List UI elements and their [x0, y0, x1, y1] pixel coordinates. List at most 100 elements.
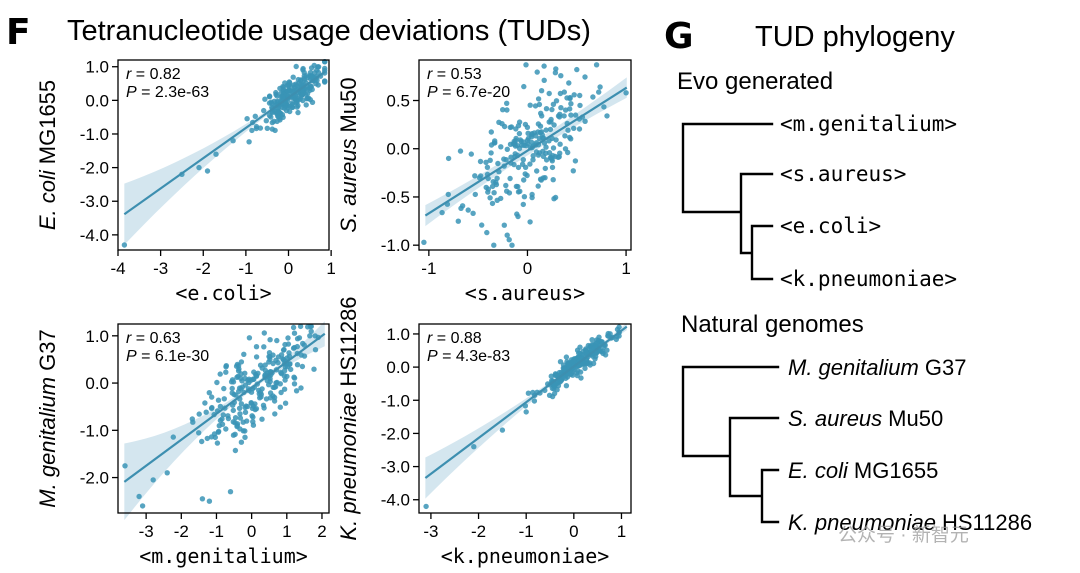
data-point	[282, 377, 288, 383]
data-point	[261, 405, 267, 411]
data-point	[261, 344, 267, 350]
stat-r-value: = 0.53	[432, 66, 481, 83]
data-point	[477, 158, 484, 165]
data-point	[492, 138, 498, 144]
data-point	[522, 171, 528, 177]
data-point	[267, 378, 273, 385]
data-point	[236, 405, 243, 411]
data-point	[548, 116, 554, 123]
data-point	[592, 341, 599, 347]
data-point	[577, 102, 583, 109]
y-axis-strain: MG1655	[35, 80, 60, 164]
data-point	[549, 164, 556, 171]
x-tick-label: -1	[209, 522, 224, 541]
data-point	[217, 417, 224, 424]
data-point	[267, 337, 273, 343]
data-point	[563, 383, 570, 389]
data-point	[535, 96, 542, 102]
data-point	[269, 100, 275, 107]
data-point	[290, 100, 296, 106]
data-point	[570, 357, 577, 363]
data-point	[546, 138, 552, 144]
data-point	[551, 390, 558, 397]
x-tick-label: 0	[569, 522, 578, 541]
data-point	[490, 179, 496, 185]
x-tick-label: -2	[471, 522, 486, 541]
stat-p-symbol: P	[427, 84, 438, 101]
data-point	[270, 360, 276, 367]
data-point	[271, 384, 278, 391]
data-point	[212, 434, 218, 441]
data-point	[242, 428, 248, 434]
data-point	[199, 438, 205, 445]
plot-frame	[418, 59, 632, 251]
data-point	[504, 107, 510, 113]
data-point	[278, 90, 284, 96]
species-name: K. pneumoniae	[788, 510, 936, 535]
data-point	[264, 125, 270, 131]
data-point	[535, 129, 541, 135]
data-point	[600, 350, 606, 357]
data-point	[521, 83, 527, 90]
data-point	[527, 102, 533, 108]
data-point	[271, 394, 278, 401]
data-point	[235, 368, 242, 374]
data-point	[170, 434, 176, 440]
data-point	[488, 150, 494, 156]
data-point	[543, 106, 550, 112]
data-point	[301, 353, 308, 359]
data-point	[483, 159, 489, 165]
y-tick-label: 0.0	[85, 374, 109, 393]
data-point	[561, 89, 567, 95]
scatter-kpneumoniae: -3 -2 -1 0 1 -4.0 -3.0 -2.0 -1.0 0.0 1.0 r = 0.88P …	[336, 296, 632, 568]
data-point	[557, 141, 563, 147]
data-point	[291, 381, 298, 387]
data-point	[274, 93, 280, 99]
y-tick-label: 0.0	[386, 140, 410, 159]
data-point	[534, 69, 540, 75]
data-point	[472, 173, 478, 179]
y-axis-species: M. genitalium	[35, 377, 60, 508]
data-point	[515, 183, 521, 190]
scatter-saureus: -1 0 1 -1.0 -0.5 0.0 0.5 r = 0.53P = 6.7e-20 <s.…	[336, 59, 632, 305]
data-point	[553, 137, 559, 143]
data-point	[253, 344, 260, 350]
data-point	[278, 389, 284, 396]
data-point	[491, 190, 497, 196]
regression-line	[424, 86, 628, 217]
data-point	[517, 188, 523, 194]
data-point	[286, 80, 293, 86]
data-point	[517, 137, 524, 143]
data-point	[279, 94, 286, 101]
y-axis-label: M. genitalium G37	[35, 329, 60, 507]
x-tick-label: -1	[519, 522, 534, 541]
data-point	[445, 155, 452, 162]
data-point	[308, 328, 314, 334]
tree-natural-leaf-ecoli: E. coli MG1655	[788, 458, 938, 483]
data-point	[277, 85, 283, 92]
data-point	[589, 337, 595, 343]
data-point	[604, 113, 610, 119]
data-point	[223, 363, 229, 369]
data-point	[538, 177, 544, 183]
data-point	[246, 139, 252, 145]
data-point	[291, 374, 297, 380]
data-point	[571, 125, 577, 131]
plot-frame	[418, 323, 632, 514]
data-point	[303, 102, 309, 108]
data-point	[281, 373, 287, 379]
data-point	[566, 80, 572, 86]
data-point	[285, 335, 291, 341]
data-point	[230, 379, 237, 385]
data-point	[150, 477, 156, 483]
data-point	[305, 324, 311, 330]
scatter-mgenitalium: -3 -2 -1 0 1 2 -2.0 -1.0 0.0 1.0 r = 0.63P = 6.1e-…	[35, 321, 330, 568]
data-point	[267, 390, 274, 396]
data-point	[577, 344, 583, 350]
data-point	[519, 161, 526, 167]
data-point	[568, 136, 574, 142]
data-point	[322, 65, 328, 72]
data-point	[287, 361, 293, 368]
data-point	[202, 400, 208, 406]
data-point	[293, 63, 299, 70]
